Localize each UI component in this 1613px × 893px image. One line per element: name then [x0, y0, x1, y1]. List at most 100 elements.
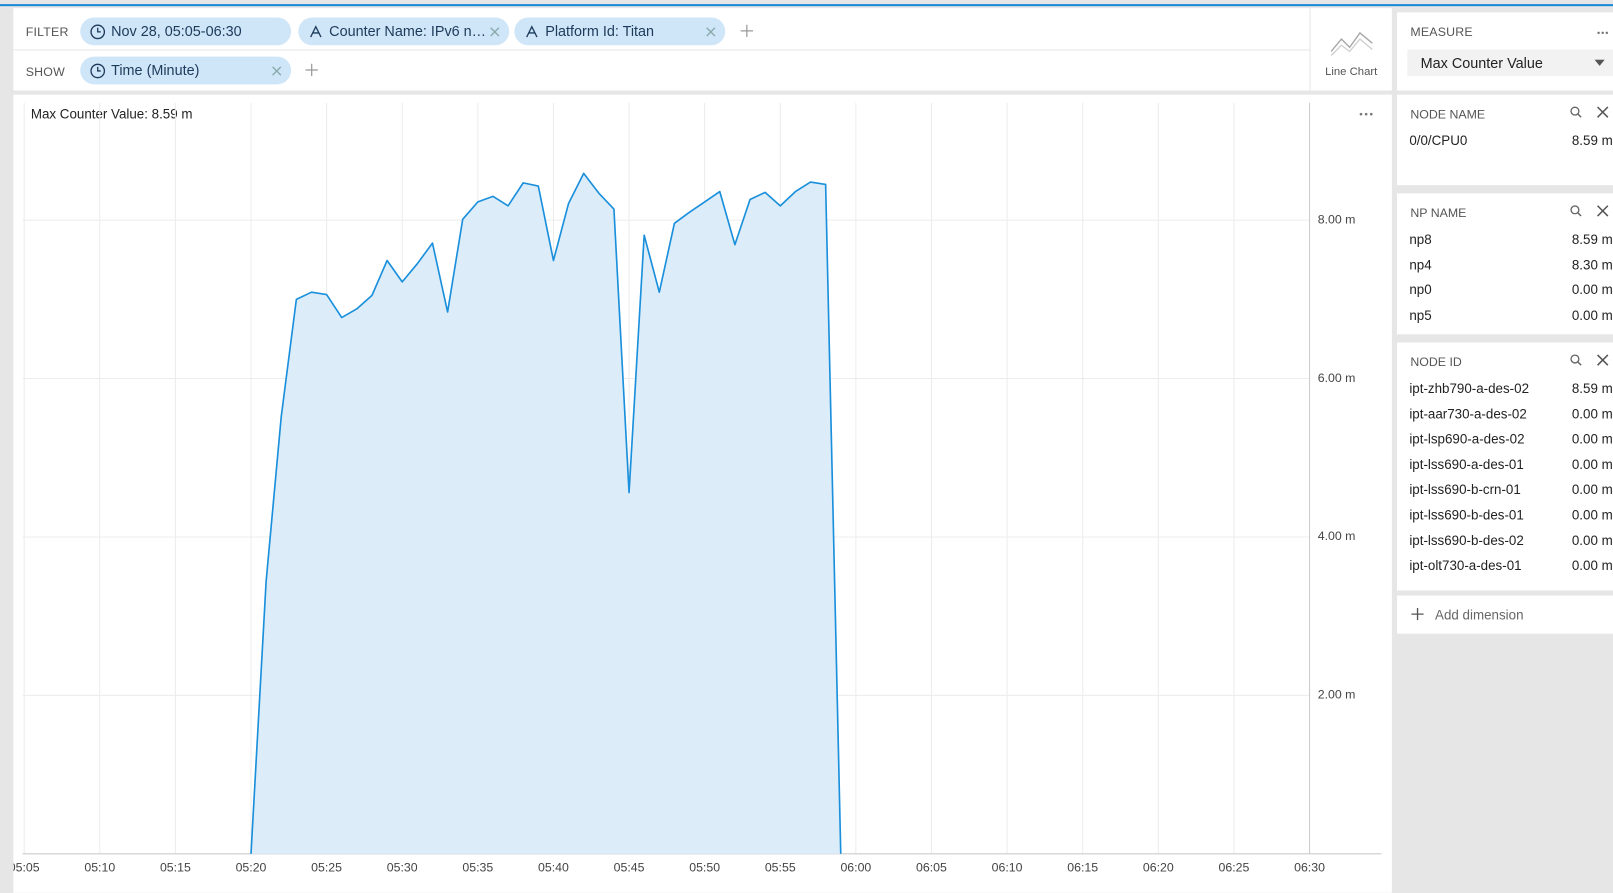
x-tick-label: 05:05: [13, 860, 39, 874]
row-value: 0.00 m: [1571, 507, 1613, 523]
more-icon[interactable]: [1359, 112, 1373, 116]
remove-icon[interactable]: [272, 66, 282, 76]
chart: Max Counter Value: 8.59 m 05:05 05:10 05:1…: [13, 102, 1382, 874]
x-tick-label: 05:10: [84, 860, 115, 874]
pill-text: Counter Name: IPv6 n…: [329, 22, 487, 40]
dimension-title: NODE NAME: [1410, 106, 1486, 122]
dropdown-arrow: [1594, 59, 1605, 66]
row-label[interactable]: ipt-lsp690-a-des-02: [1409, 431, 1525, 447]
row-label[interactable]: np5: [1409, 307, 1432, 323]
remove-icon[interactable]: [706, 27, 716, 37]
measure-panel: MEASURE Max Counter Value: [1396, 12, 1613, 91]
filter-pill[interactable]: Platform Id: Titan: [514, 17, 726, 46]
string-icon: [526, 25, 538, 38]
y-tick-label: 6.00 m: [1318, 371, 1356, 385]
measure-value: Max Counter Value: [1420, 54, 1543, 71]
row-label[interactable]: 0/0/CPU0: [1409, 132, 1468, 149]
row-label[interactable]: np8: [1409, 231, 1432, 247]
filter-label: FILTER: [25, 24, 69, 40]
x-tick-label: 06:00: [840, 860, 871, 874]
x-tick-label: 06:15: [1067, 860, 1098, 874]
row-label[interactable]: ipt-lss690-b-crn-01: [1409, 481, 1521, 498]
x-tick-label: 06:25: [1218, 860, 1249, 874]
row-value: 0.00 m: [1571, 456, 1613, 472]
x-tick-label: 05:55: [765, 860, 796, 874]
y-tick-label: 8.00 m: [1318, 212, 1356, 226]
area: [251, 173, 841, 854]
more-icon[interactable]: [1597, 31, 1611, 35]
plot: 05:05 05:10 05:15 05:20 05:25 05:30 05:35 05:40…: [13, 102, 1382, 874]
close-icon[interactable]: [1597, 205, 1609, 217]
add-dimension[interactable]: Add dimension: [1396, 595, 1613, 634]
show-label: SHOW: [25, 64, 65, 80]
pill-text: Nov 28, 05:05-06:30: [111, 22, 242, 40]
x-tick-label: 05:40: [538, 860, 569, 874]
row-value: 0.00 m: [1571, 532, 1613, 548]
row-value: 0.00 m: [1571, 282, 1613, 298]
x-tick-label: 06:20: [1143, 860, 1174, 874]
row-value: 8.59 m: [1571, 132, 1613, 149]
row-value: 0.00 m: [1571, 405, 1613, 422]
search-icon[interactable]: [1570, 354, 1582, 366]
add-dimension-label: Add dimension: [1435, 606, 1524, 623]
dimension-panel: NP NAME np8 8.59 m np4 8.30 m np0 0.00 m np5 0.0…: [1396, 193, 1613, 335]
show-pill[interactable]: Time (Minute): [80, 56, 292, 85]
measure-dropdown[interactable]: Max Counter Value: [1407, 49, 1613, 77]
x-tick-label: 05:35: [462, 860, 493, 874]
row-label[interactable]: ipt-zhb790-a-des-02: [1409, 380, 1530, 397]
row-label[interactable]: ipt-lss690-b-des-01: [1409, 507, 1524, 523]
x-tick-label: 05:15: [160, 860, 191, 874]
line: [250, 172, 842, 854]
visualization-selector[interactable]: Line Chart: [1311, 8, 1392, 90]
line-chart-icon: [1330, 31, 1373, 56]
row-value: 0.00 m: [1571, 557, 1613, 574]
add-filter[interactable]: [740, 24, 754, 38]
top-accent: [0, 4, 1613, 7]
x-tick-label: 05:50: [689, 860, 720, 874]
filter-pill[interactable]: Nov 28, 05:05-06:30: [80, 17, 292, 46]
row-label[interactable]: np0: [1409, 282, 1432, 298]
divider: [13, 49, 1310, 51]
measure-label: MEASURE: [1410, 24, 1473, 40]
divider: [1309, 8, 1311, 91]
dimension-title: NODE ID: [1410, 354, 1462, 370]
x-tick-label: 05:25: [311, 860, 342, 874]
x-tick-label: 05:30: [387, 860, 418, 874]
x-tick-label: 05:45: [614, 860, 645, 874]
string-icon: [310, 25, 322, 38]
row-value: 8.59 m: [1571, 380, 1613, 397]
add-split[interactable]: [304, 63, 318, 77]
dimension-panel: NODE NAME 0/0/CPU0 8.59 m: [1396, 94, 1613, 186]
dimension-panel: NODE ID ipt-zhb790-a-des-02 8.59 m ipt-aar7…: [1396, 342, 1613, 591]
row-label[interactable]: ipt-lss690-b-des-02: [1409, 532, 1524, 548]
row-label[interactable]: ipt-lss690-a-des-01: [1409, 456, 1524, 472]
x-tick-label: 06:05: [916, 860, 947, 874]
y-tick-label: 2.00 m: [1318, 688, 1356, 702]
clock-icon: [90, 63, 106, 79]
row-value: 8.59 m: [1571, 231, 1613, 247]
x-tick-label: 05:20: [236, 860, 267, 874]
y-tick-label: 4.00 m: [1318, 529, 1356, 543]
row-label[interactable]: np4: [1409, 256, 1432, 273]
row-label[interactable]: ipt-olt730-a-des-01: [1409, 557, 1522, 574]
view-label: Line Chart: [1325, 65, 1378, 79]
row-value: 0.00 m: [1571, 481, 1613, 498]
chart-title: Max Counter Value: 8.59 m: [31, 107, 193, 122]
remove-icon[interactable]: [490, 27, 500, 37]
plus-icon: [1411, 607, 1424, 621]
x-tick-label: 06:10: [992, 860, 1023, 874]
dimension-title: NP NAME: [1410, 205, 1467, 221]
close-icon[interactable]: [1597, 354, 1609, 366]
pill-text: Platform Id: Titan: [545, 22, 655, 40]
row-value: 0.00 m: [1571, 307, 1613, 323]
clock-icon: [90, 24, 106, 40]
search-icon[interactable]: [1570, 205, 1582, 217]
filter-pill[interactable]: Counter Name: IPv6 n…: [298, 17, 510, 46]
search-icon[interactable]: [1570, 106, 1582, 118]
pill-text: Time (Minute): [111, 61, 200, 79]
row-label[interactable]: ipt-aar730-a-des-02: [1409, 405, 1527, 422]
close-icon[interactable]: [1597, 106, 1609, 118]
x-tick-label: 06:30: [1294, 860, 1325, 874]
